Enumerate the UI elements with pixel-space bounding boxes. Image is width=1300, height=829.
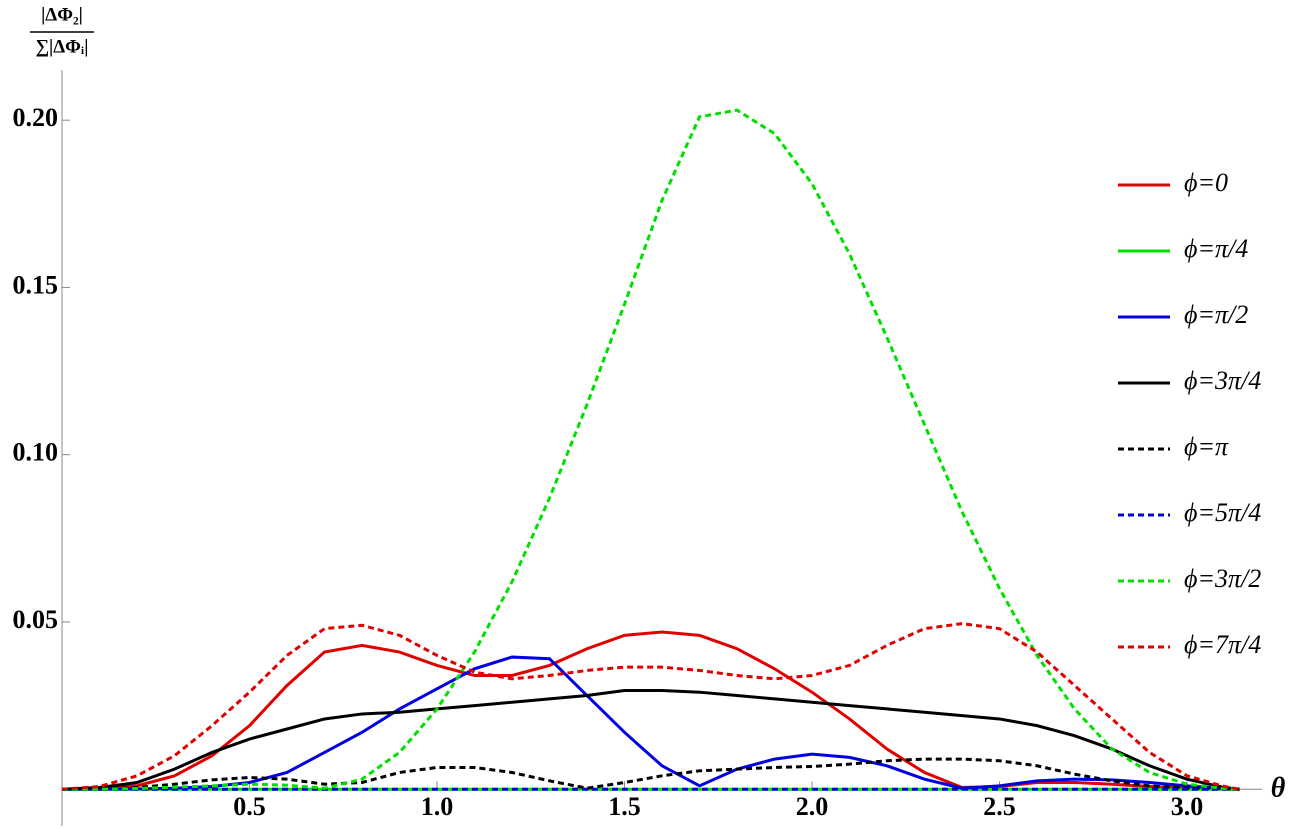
y-tick-label: 0.05 xyxy=(13,605,59,634)
legend-label: ϕ=7π/4 xyxy=(1184,630,1261,659)
legend-label: ϕ=5π/4 xyxy=(1184,498,1261,527)
x-tick-label: 0.5 xyxy=(233,792,266,821)
x-tick-label: 2.5 xyxy=(983,792,1016,821)
series-line xyxy=(61,689,1240,791)
legend-label: ϕ=0 xyxy=(1184,168,1228,197)
legend-label: ϕ=π xyxy=(1184,432,1229,461)
x-tick-label: 2.0 xyxy=(796,792,829,821)
y-label-denominator: ∑|ΔΦᵢ| xyxy=(36,36,89,57)
y-tick-label: 0.20 xyxy=(13,103,59,132)
legend-label: ϕ=3π/2 xyxy=(1184,564,1261,593)
series-line xyxy=(61,622,1240,791)
x-tick-label: 1.5 xyxy=(608,792,641,821)
y-tick-label: 0.10 xyxy=(13,438,59,467)
series-line xyxy=(61,630,1240,791)
x-tick-label: 3.0 xyxy=(1171,792,1204,821)
series-line xyxy=(61,757,1240,791)
y-label-numerator: |ΔΦ₂| xyxy=(41,4,83,25)
y-tick-label: 0.15 xyxy=(13,270,59,299)
legend-label: ϕ=π/2 xyxy=(1184,300,1248,329)
legend-label: ϕ=3π/4 xyxy=(1184,366,1261,395)
legend-label: ϕ=π/4 xyxy=(1184,234,1248,263)
x-tick-label: 1.0 xyxy=(421,792,454,821)
x-label: θ xyxy=(1271,772,1286,803)
series-line xyxy=(62,108,1240,791)
